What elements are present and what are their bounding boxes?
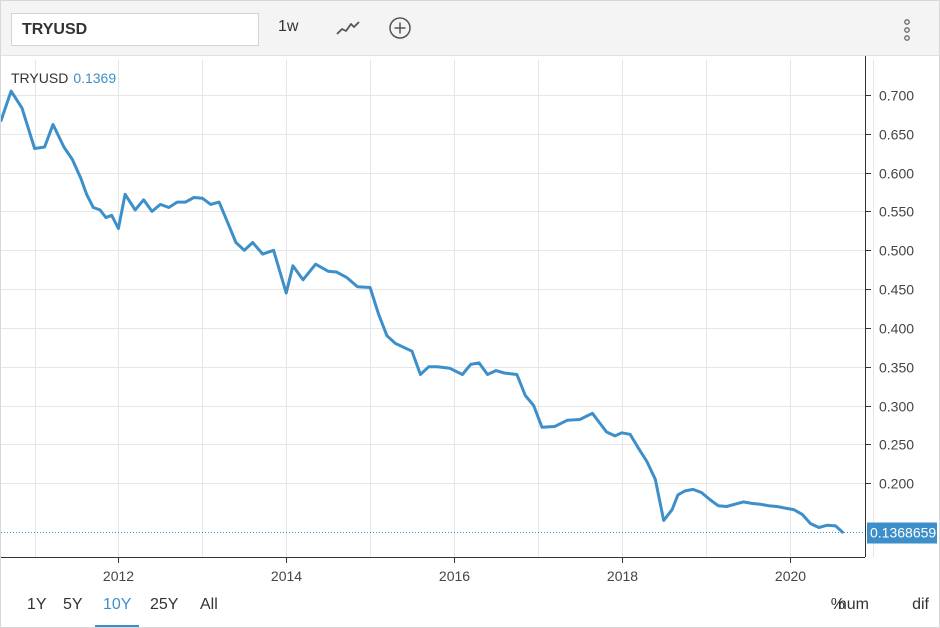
series-layer [1,89,844,534]
legend-symbol: TRYUSD [11,70,68,86]
y-tick-label: 0.250 [879,437,914,453]
line-chart-icon[interactable] [335,18,361,40]
y-tick-label: 0.700 [879,88,914,104]
y-tick-label: 0.450 [879,282,914,298]
y-tick-label: 0.500 [879,243,914,259]
x-axis: 2012 2014 2016 2018 2020 [1,557,865,584]
y-tick-label: 0.650 [879,127,914,143]
y-tick-label: 0.400 [879,321,914,337]
last-price-label: 0.1368659 [870,525,936,541]
y-tick-label: 0.300 [879,399,914,415]
x-tick-label: 2012 [103,568,134,584]
symbol-input[interactable]: TRYUSD [11,13,259,46]
range-all-button[interactable]: All [200,596,218,613]
price-chart[interactable]: 2012 2014 2016 2018 2020 0.700 0.650 0.600 0.55… [1,56,939,592]
chart-legend: TRYUSD 0.1369 [11,70,116,86]
range-10y-button[interactable]: 10Y [95,595,140,627]
range-1y-button[interactable]: 1Y [27,596,47,613]
grid [1,60,874,557]
interval-selector[interactable]: 1w [278,18,299,35]
y-tick-label: 0.600 [879,166,914,182]
mode-num-button[interactable]: num [837,596,869,613]
legend-value: 0.1369 [73,70,116,86]
mode-dif-button[interactable]: dif [912,596,929,613]
series-line-TRYUSD [1,89,844,534]
y-tick-label: 0.550 [879,204,914,220]
range-25y-button[interactable]: 25Y [150,596,179,613]
add-circle-icon[interactable] [388,16,412,40]
y-tick-label: 0.350 [879,360,914,376]
y-tick-label: 0.200 [879,476,914,492]
x-tick-label: 2018 [607,568,638,584]
toolbar: TRYUSD 1w [1,1,939,56]
y-axis: 0.700 0.650 0.600 0.550 0.500 0.450 0.400 0.350… [865,56,914,557]
x-tick-label: 2020 [775,568,806,584]
x-tick-label: 2016 [439,568,470,584]
x-tick-label: 2014 [271,568,302,584]
last-price-badge-bg [867,522,937,544]
last-price-badge: 0.1368659 [867,522,937,544]
range-5y-button[interactable]: 5Y [63,596,83,613]
vertical-ellipsis-icon[interactable] [897,17,917,43]
mode-percent-button[interactable]: % [830,596,845,613]
